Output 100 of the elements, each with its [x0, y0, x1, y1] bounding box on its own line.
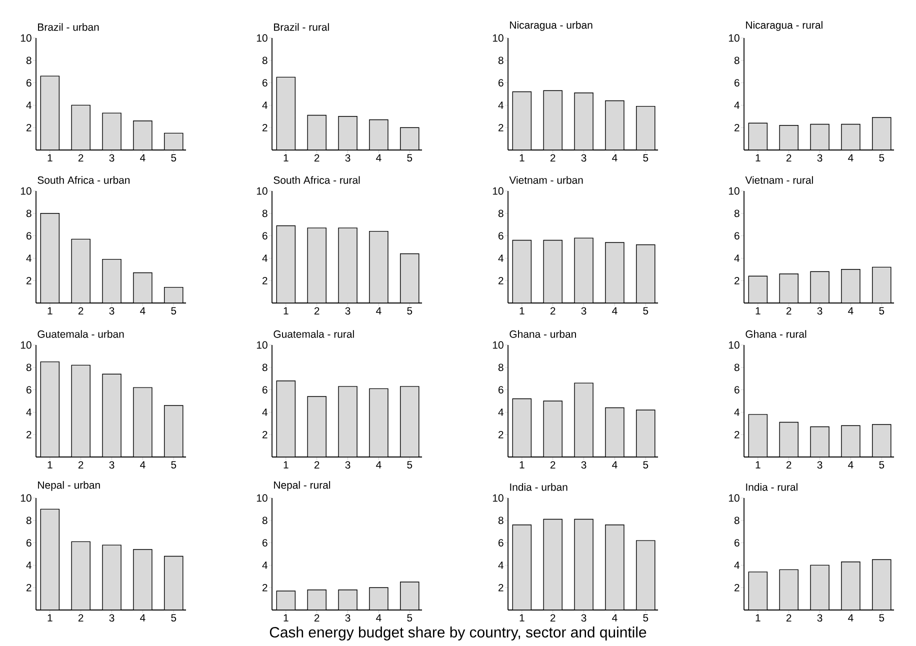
chart-title: South Africa - urban	[38, 176, 130, 184]
x-tick-label: 4	[376, 307, 382, 314]
y-tick-label: 6	[734, 386, 740, 394]
x-tick-label: 3	[109, 614, 114, 622]
y-tick-label: 4	[26, 254, 32, 262]
bar	[338, 116, 358, 150]
x-tick-label: 5	[643, 154, 648, 162]
x-tick-label: 5	[171, 614, 176, 622]
bar	[164, 132, 184, 150]
bar	[369, 230, 388, 304]
x-tick-label: 2	[78, 154, 84, 162]
y-tick-label: 8	[734, 210, 740, 218]
x-tick-label: 2	[550, 154, 556, 162]
bar	[307, 590, 326, 610]
bar	[400, 582, 420, 610]
bar	[748, 414, 768, 458]
bar	[369, 388, 388, 458]
x-tick-label: 2	[314, 461, 320, 469]
x-tick-label: 2	[550, 614, 556, 622]
y-tick-label: 2	[498, 584, 504, 592]
x-tick-label: 4	[376, 154, 382, 162]
x-tick-label: 2	[550, 461, 556, 469]
x-tick-label: 2	[314, 154, 320, 162]
x-tick-label: 1	[520, 307, 524, 314]
y-tick-label: 10	[20, 187, 32, 195]
bar	[276, 590, 296, 610]
bar	[574, 518, 594, 610]
bar	[779, 569, 798, 610]
x-tick-label: 1	[756, 614, 760, 622]
bar	[400, 127, 420, 150]
y-tick-label: 8	[734, 516, 740, 524]
bar	[40, 76, 60, 150]
bar	[872, 424, 892, 458]
bar	[369, 587, 388, 610]
y-tick-label: 4	[498, 254, 504, 262]
x-tick-label: 2	[786, 154, 792, 162]
x-tick-label: 4	[848, 154, 854, 162]
x-tick-label: 3	[817, 307, 822, 315]
x-tick-label: 5	[643, 307, 648, 315]
bar	[841, 562, 860, 610]
y-tick-label: 8	[498, 364, 504, 372]
x-tick-label: 4	[848, 614, 854, 622]
x-tick-label: 3	[345, 154, 350, 162]
x-tick-label: 1	[284, 154, 288, 162]
x-tick-label: 5	[407, 307, 412, 315]
chart-title: Ghana - urban	[510, 330, 576, 338]
bar	[605, 407, 624, 458]
y-tick-label: 6	[734, 539, 740, 547]
x-tick-label: 4	[612, 307, 618, 314]
bar	[810, 124, 830, 150]
y-tick-label: 2	[734, 430, 740, 438]
bar	[102, 374, 122, 458]
bar	[636, 410, 656, 458]
x-tick-label: 2	[78, 307, 84, 315]
y-tick-label: 4	[26, 102, 32, 109]
bar	[164, 556, 184, 610]
y-tick-label: 8	[262, 210, 268, 218]
x-tick-label: 1	[520, 154, 524, 162]
bar	[543, 90, 562, 150]
y-tick-label: 2	[734, 276, 740, 284]
y-tick-label: 8	[26, 516, 32, 524]
chart-title: Guatemala - rural	[274, 330, 354, 338]
bar	[164, 286, 184, 304]
bar	[40, 213, 60, 304]
x-tick-label: 1	[756, 154, 760, 162]
bar	[810, 271, 830, 304]
x-tick-label: 1	[756, 461, 760, 468]
bar	[872, 559, 892, 610]
x-tick-label: 5	[407, 461, 412, 469]
y-tick-label: 10	[728, 494, 740, 502]
x-tick-label: 5	[879, 307, 884, 315]
y-tick-label: 6	[262, 539, 268, 547]
bar	[841, 425, 860, 458]
bar	[40, 508, 60, 610]
bar	[71, 104, 90, 150]
bar	[605, 242, 624, 304]
y-tick-label: 10	[20, 341, 32, 349]
x-tick-label: 3	[109, 154, 114, 162]
bar	[338, 386, 358, 458]
x-tick-label: 3	[581, 461, 586, 469]
x-tick-label: 1	[284, 307, 288, 314]
y-tick-label: 10	[728, 341, 740, 349]
bar	[512, 524, 532, 610]
x-tick-label: 1	[48, 307, 52, 314]
y-tick-label: 6	[498, 386, 504, 394]
x-tick-label: 1	[520, 614, 524, 622]
bar	[810, 426, 830, 458]
y-tick-label: 10	[20, 34, 32, 42]
y-tick-label: 10	[256, 187, 268, 195]
bar	[841, 124, 860, 150]
bar	[543, 240, 562, 304]
chart-title: Brazil - rural	[274, 23, 329, 31]
x-tick-label: 1	[48, 461, 52, 468]
y-tick-label: 2	[26, 124, 32, 132]
x-tick-label: 5	[643, 614, 648, 622]
y-tick-label: 4	[498, 102, 504, 109]
bar	[338, 590, 358, 610]
x-tick-label: 3	[109, 307, 114, 315]
bar	[133, 120, 152, 150]
chart-title: Vietnam - rural	[745, 176, 813, 184]
